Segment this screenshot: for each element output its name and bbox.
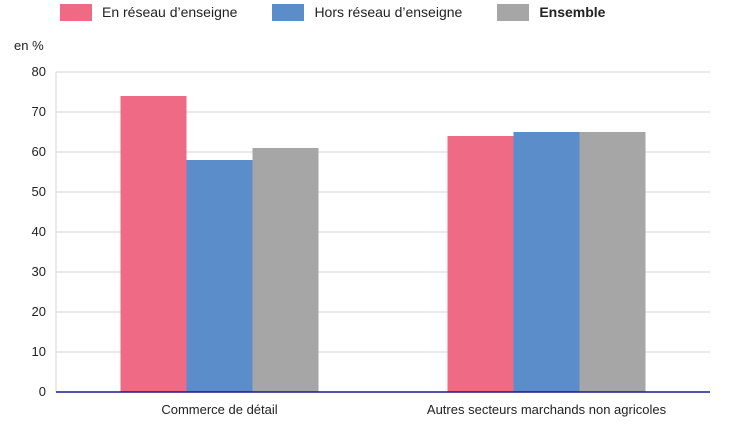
legend-label-hors-reseau: Hors réseau d’enseigne xyxy=(314,4,463,20)
y-tick-label: 40 xyxy=(32,224,46,239)
bars-group xyxy=(120,96,646,392)
y-tick-label: 20 xyxy=(32,304,46,319)
x-axis-category-labels: Commerce de détail Autres secteurs marcha… xyxy=(161,402,666,417)
legend-swatch-en-reseau xyxy=(60,3,92,21)
legend-label-ensemble: Ensemble xyxy=(539,4,606,20)
y-axis-unit-label: en % xyxy=(14,38,44,53)
x-category-label: Autres secteurs marchands non agricoles xyxy=(427,402,667,417)
y-tick-label: 80 xyxy=(32,64,46,79)
legend-item-en-reseau: En réseau d’enseigne xyxy=(60,3,238,21)
y-tick-label: 0 xyxy=(39,384,46,399)
legend-swatch-hors-reseau xyxy=(272,3,305,21)
y-tick-label: 60 xyxy=(32,144,46,159)
bar-series-0-cat-0 xyxy=(120,96,187,392)
axes xyxy=(55,72,710,393)
bar-series-0-cat-1 xyxy=(447,136,514,392)
x-category-label: Commerce de détail xyxy=(161,402,277,417)
bar-series-1-cat-0 xyxy=(186,160,253,392)
y-tick-label: 30 xyxy=(32,264,46,279)
legend-item-ensemble: Ensemble xyxy=(497,3,606,21)
bar-series-1-cat-1 xyxy=(513,132,580,392)
y-tick-label: 50 xyxy=(32,184,46,199)
bar-series-2-cat-1 xyxy=(579,132,646,392)
y-tick-label: 70 xyxy=(32,104,46,119)
legend-label-en-reseau: En réseau d’enseigne xyxy=(102,4,238,20)
y-tick-label: 10 xyxy=(32,344,46,359)
legend-swatch-ensemble xyxy=(497,3,530,21)
legend-item-hors-reseau: Hors réseau d’enseigne xyxy=(272,3,463,21)
bar-series-2-cat-0 xyxy=(252,148,319,392)
y-axis-ticks: 0 10 20 30 40 50 60 70 80 xyxy=(32,64,46,399)
chart-legend: En réseau d’enseigne Hors réseau d’ensei… xyxy=(60,0,640,24)
